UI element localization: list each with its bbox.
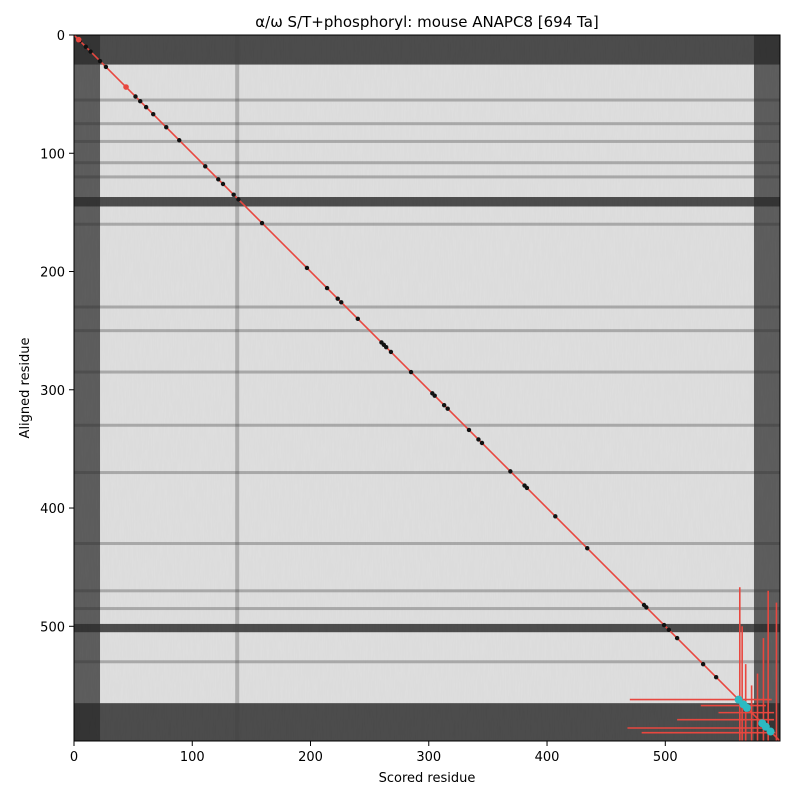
data-point xyxy=(103,64,109,70)
data-point xyxy=(88,49,93,54)
x-tick-label: 100 xyxy=(180,750,205,765)
data-point xyxy=(151,112,156,117)
y-axis: 0 100 200 300 400 500 xyxy=(40,29,74,635)
data-point xyxy=(164,125,169,130)
data-point xyxy=(97,58,103,64)
data-point xyxy=(508,469,513,474)
data-point xyxy=(339,300,344,305)
data-point xyxy=(355,316,361,322)
data-point xyxy=(445,406,450,411)
data-point xyxy=(432,393,437,398)
diagonal-line xyxy=(74,35,780,741)
y-tick-label: 200 xyxy=(40,266,65,281)
data-point-cyan xyxy=(766,727,775,736)
data-point xyxy=(388,349,394,355)
data-point xyxy=(585,546,590,551)
data-point xyxy=(476,437,481,442)
data-point xyxy=(83,44,89,50)
data-point xyxy=(220,181,226,187)
x-tick-label: 300 xyxy=(416,750,441,765)
data-point xyxy=(553,514,558,519)
x-tick-label: 500 xyxy=(653,750,678,765)
y-tick-label: 500 xyxy=(40,620,65,635)
data-point xyxy=(713,674,719,680)
data-point xyxy=(666,627,672,633)
data-point xyxy=(384,345,389,350)
x-axis-label: Scored residue xyxy=(379,771,476,786)
data-point xyxy=(661,622,667,628)
chart-title: α/ω S/T+phosphoryl: mouse ANAPC8 [694 Ta… xyxy=(255,13,599,31)
x-tick-label: 0 xyxy=(70,750,78,765)
x-tick-label: 400 xyxy=(535,750,560,765)
data-point xyxy=(143,104,149,110)
data-point xyxy=(479,440,485,446)
data-point xyxy=(216,177,221,182)
data-point xyxy=(324,285,330,291)
y-tick-label: 300 xyxy=(40,384,65,399)
data-point xyxy=(700,661,706,667)
y-tick-label: 400 xyxy=(40,502,65,517)
x-axis: 0 100 200 300 400 500 xyxy=(70,741,678,765)
data-point xyxy=(259,220,265,226)
plot-area xyxy=(74,35,780,741)
data-point-red xyxy=(75,36,82,43)
data-point xyxy=(408,369,414,375)
data-point xyxy=(644,605,649,610)
data-point xyxy=(203,164,208,169)
data-point xyxy=(466,427,472,433)
data-point-red xyxy=(123,84,129,90)
data-point-cyan xyxy=(742,703,751,712)
data-point xyxy=(335,296,340,301)
data-point xyxy=(304,265,310,271)
y-axis-label: Aligned residue xyxy=(18,338,33,439)
data-point xyxy=(138,99,143,104)
plot-frame xyxy=(73,34,781,742)
data-point xyxy=(177,138,182,143)
data-point xyxy=(236,197,241,202)
data-points xyxy=(75,36,775,736)
data-point xyxy=(524,485,530,491)
data-point xyxy=(441,402,447,408)
x-tick-label: 200 xyxy=(298,750,323,765)
data-point xyxy=(674,635,680,641)
data-point xyxy=(231,192,236,197)
data-point xyxy=(133,94,138,99)
y-tick-label: 0 xyxy=(57,29,65,44)
y-tick-label: 100 xyxy=(40,147,65,162)
